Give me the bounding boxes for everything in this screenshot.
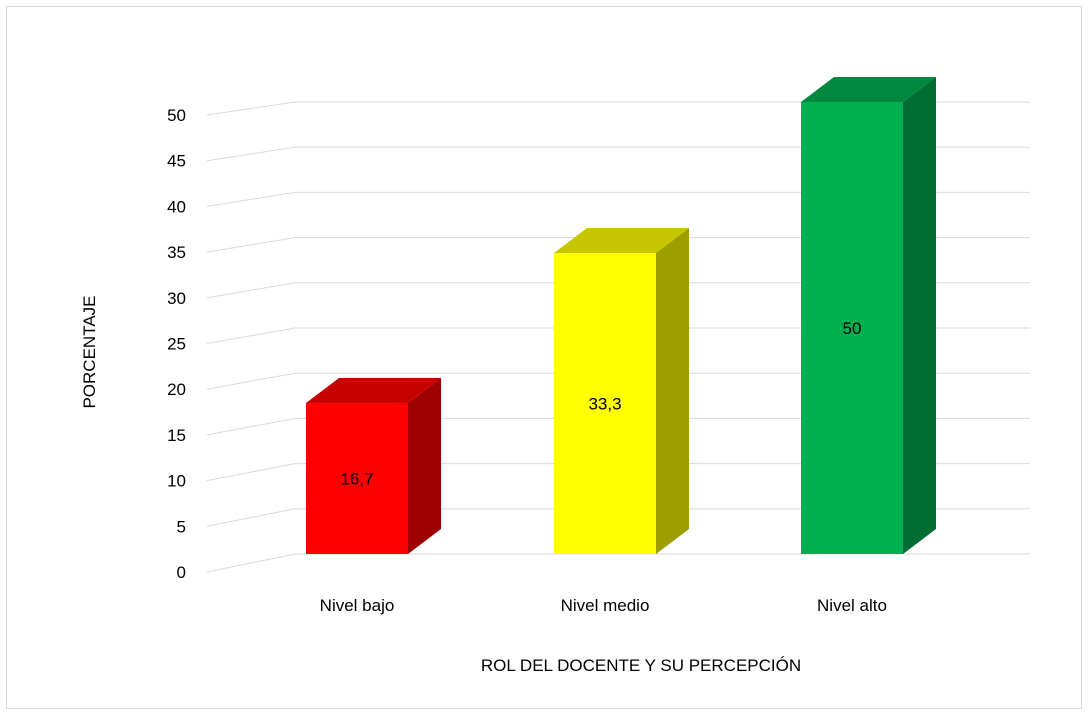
gridline — [206, 372, 1030, 390]
y-tick-label: 50 — [167, 106, 186, 125]
y-tick-label: 25 — [167, 335, 186, 354]
bar-side — [903, 77, 936, 554]
bar-front — [554, 252, 656, 554]
bar-side — [408, 378, 441, 554]
gridline — [206, 237, 1030, 253]
bar-top — [801, 77, 936, 102]
y-tick-label: 15 — [167, 426, 186, 445]
bar-front — [801, 102, 903, 554]
data-label: 16,7 — [340, 470, 373, 489]
gridline — [206, 508, 1030, 527]
x-tick-label: Nivel alto — [817, 596, 887, 615]
gridline — [206, 463, 1030, 482]
y-tick-label: 30 — [167, 289, 186, 308]
x-axis-label: ROL DEL DOCENTE Y SU PERCEPCIÓN — [481, 656, 801, 675]
bar-front — [306, 403, 408, 554]
gridline — [206, 553, 1030, 573]
bar-top — [554, 227, 689, 253]
bar-top — [306, 378, 441, 404]
bar-nivel-bajo: 16,7 — [306, 378, 441, 554]
bar-nivel-medio: 33,3 — [554, 227, 689, 554]
bar-side — [656, 227, 689, 554]
gridline — [206, 282, 1030, 299]
y-tick-label: 45 — [167, 152, 186, 171]
y-tick-label: 40 — [167, 197, 186, 216]
y-tick-label: 10 — [167, 472, 186, 491]
gridline — [206, 101, 1030, 116]
data-label: 33,3 — [588, 394, 621, 413]
y-axis-label: PORCENTAJE — [80, 295, 99, 408]
y-tick-labels: 0 5 10 15 20 25 30 35 40 45 50 — [167, 106, 186, 582]
y-tick-label: 5 — [177, 517, 186, 536]
x-tick-label: Nivel medio — [561, 596, 650, 615]
y-tick-label: 20 — [167, 380, 186, 399]
bars: 16,7 33,3 50 — [306, 77, 936, 554]
gridlines — [206, 101, 1030, 573]
x-tick-labels: Nivel bajo Nivel medio Nivel alto — [320, 596, 887, 615]
gridline — [206, 146, 1030, 162]
y-tick-label: 0 — [177, 563, 186, 582]
y-tick-label: 35 — [167, 243, 186, 262]
data-label: 50 — [843, 319, 862, 338]
gridline — [206, 417, 1030, 436]
gridline — [206, 327, 1030, 344]
gridline — [206, 191, 1030, 207]
x-tick-label: Nivel bajo — [320, 596, 395, 615]
bar-nivel-alto: 50 — [801, 77, 936, 554]
